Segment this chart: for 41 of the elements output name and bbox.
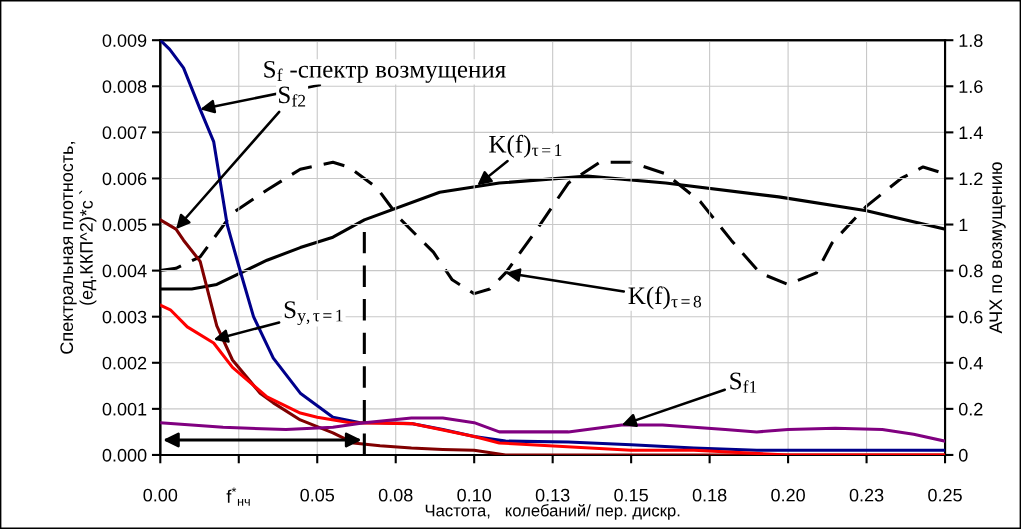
y2-axis-title: АЧХ по возмущению — [989, 162, 1006, 334]
y-tick-label: 0.004 — [102, 264, 147, 278]
annotation: K(f)$_{τ=1}$ — [489, 134, 562, 158]
x-tick-label: 0.15 — [614, 488, 648, 502]
x-tick-label: 0.18 — [692, 488, 727, 502]
annotation: K(f)$_{τ=8}$ — [628, 286, 702, 310]
y-tick-label: 0.003 — [102, 310, 147, 324]
y2-tick-label: 0 — [958, 448, 968, 462]
x-tick-label: 0.10 — [457, 488, 492, 502]
y2-tick-label: 1 — [959, 218, 968, 232]
x-tick-label: f$^{*}$$_{нч}$ — [226, 487, 250, 506]
y2-tick-label: 1.2 — [959, 172, 983, 185]
annotation: S$_{f2}$ — [279, 86, 306, 107]
y-axis-title: Спектральная плотность, (ед.ККП^2)*с ` — [60, 142, 97, 354]
y-tick-label: 0.009 — [102, 34, 147, 47]
x-tick-label: 0.00 — [143, 488, 178, 502]
y-tick-label: 0.002 — [102, 356, 147, 370]
y2-tick-label: 0.4 — [958, 356, 983, 370]
x-tick-label: 0.13 — [535, 488, 570, 502]
y-tick-label: 0.008 — [102, 80, 147, 94]
x-tick-label: 0.20 — [771, 488, 805, 502]
y-tick-label: 0.000 — [102, 448, 147, 462]
line-series — [160, 416, 946, 443]
y-tick-label: 0.007 — [102, 126, 147, 140]
y2-tick-label: 0.6 — [958, 310, 983, 324]
y2-tick-label: 0.2 — [958, 402, 983, 416]
annotation: S$_{y,τ=1}$ — [284, 301, 343, 326]
y-tick-label: 0.005 — [102, 218, 147, 232]
annotation: S$_{f}$ -спектр возмущения — [264, 60, 506, 83]
y-tick-label: 0.006 — [102, 172, 147, 186]
annotation: S$_{f1}$ — [730, 372, 757, 393]
y2-tick-label: 1.6 — [959, 80, 983, 94]
x-tick-label: 0.23 — [849, 488, 884, 502]
x-tick-label: 0.05 — [300, 488, 335, 502]
x-axis-title: Частота, колебаний/ пер. дискр. — [425, 503, 680, 520]
y2-tick-label: 1.4 — [959, 126, 983, 139]
y-tick-label: 0.001 — [102, 402, 147, 416]
x-tick-label: 0.08 — [378, 488, 413, 502]
x-tick-label: 0.25 — [928, 488, 962, 502]
y2-tick-label: 1.8 — [959, 34, 983, 47]
y2-tick-label: 0.8 — [958, 264, 983, 278]
